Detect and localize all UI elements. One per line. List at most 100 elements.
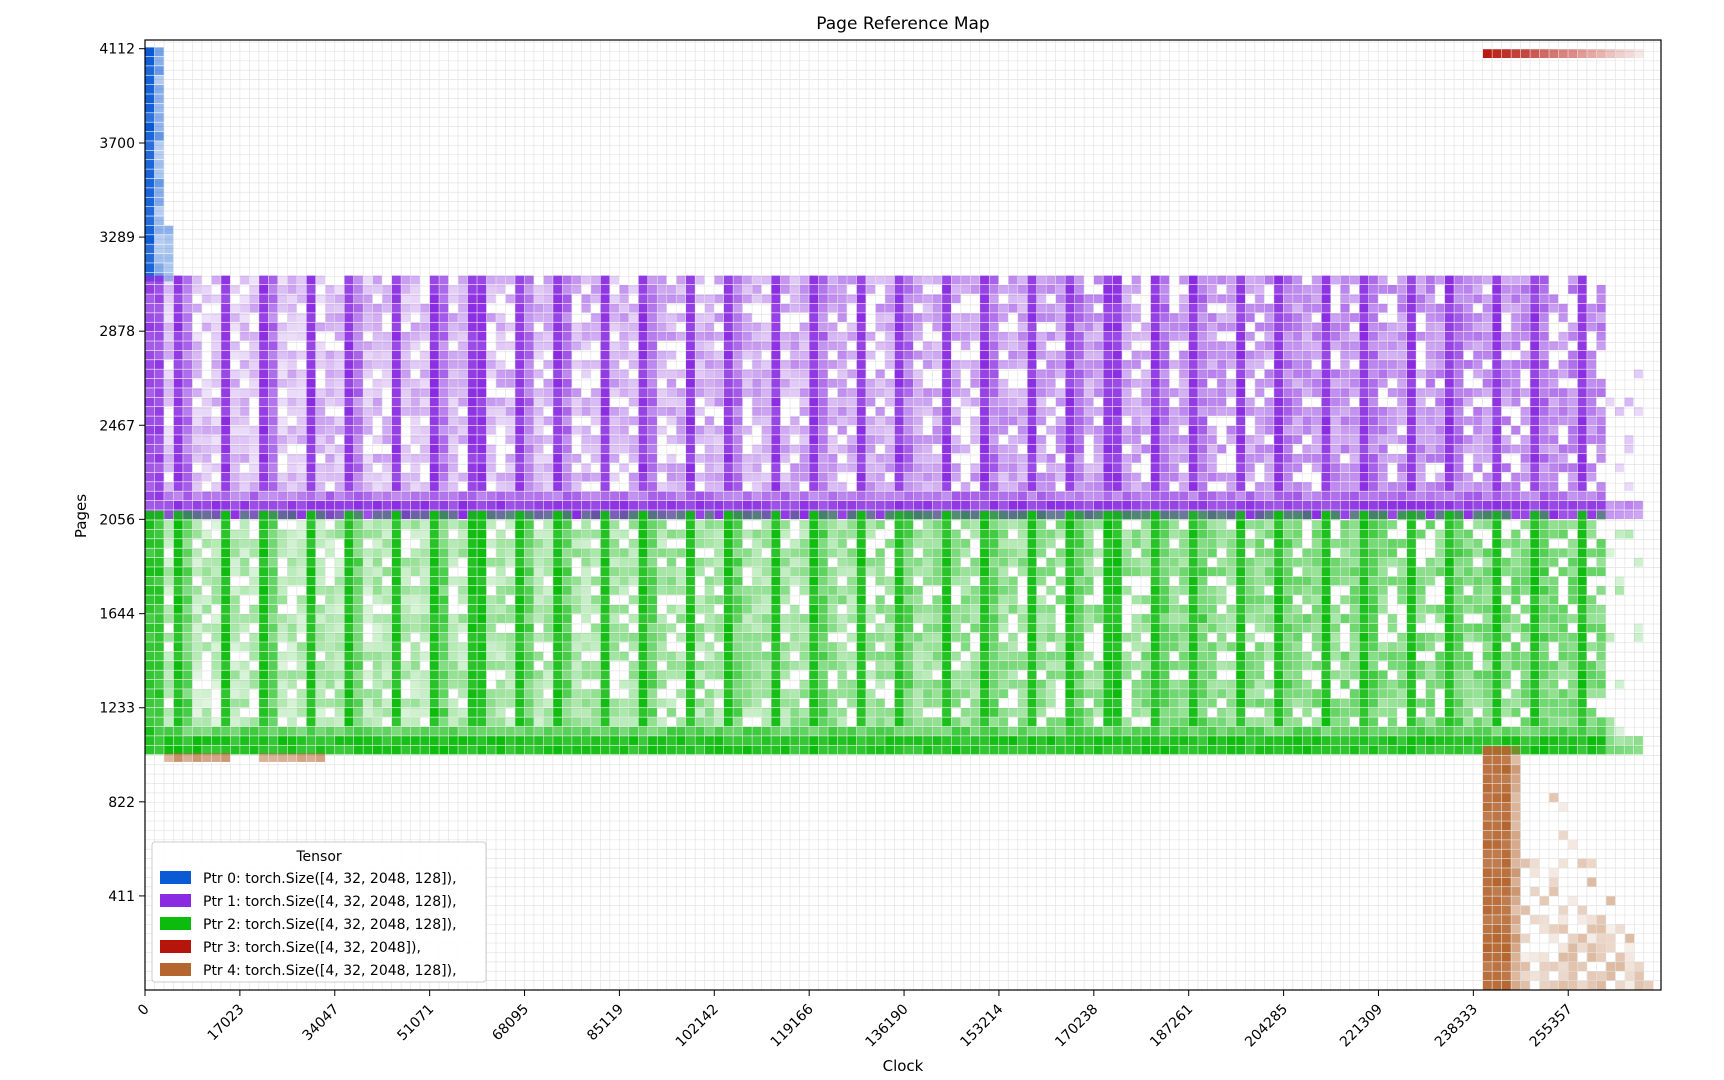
heatmap-cell-ptr-1 (1198, 294, 1208, 304)
heatmap-cell-ptr-2 (316, 670, 325, 680)
heatmap-cell-ptr-1 (344, 397, 354, 407)
heatmap-cell-ptr-1 (1179, 482, 1189, 491)
heatmap-cell-ptr-1 (1264, 313, 1274, 322)
heatmap-cell-ptr-2 (297, 623, 306, 633)
heatmap-cell-ptr-2 (344, 614, 354, 623)
heatmap-cell-ptr-1 (1397, 397, 1407, 407)
heatmap-cell-ptr-1 (856, 313, 866, 322)
heatmap-cell-ptr-1 (1321, 472, 1331, 482)
heatmap-cell-ptr-1 (1387, 491, 1397, 501)
heatmap-cell-ptr-1 (961, 313, 970, 322)
heatmap-cell-ptr-1 (989, 416, 999, 426)
heatmap-cell-ptr-2 (467, 726, 477, 736)
heatmap-cell-ptr-1 (875, 435, 885, 444)
heatmap-cell-ptr-2 (458, 548, 468, 558)
heatmap-cell-ptr-2 (619, 529, 629, 539)
heatmap-cell-ptr-1 (1264, 341, 1274, 351)
heatmap-cell-ptr-2 (249, 586, 259, 595)
heatmap-cell-ptr-2 (154, 520, 164, 530)
heatmap-cell-ptr-1 (173, 341, 183, 351)
heatmap-cell-ptr-1 (192, 407, 202, 416)
heatmap-cell-ptr-1 (1369, 491, 1378, 501)
heatmap-cell-ptr-1 (401, 285, 411, 294)
heatmap-cell-ptr-1 (1027, 453, 1037, 463)
heatmap-cell-ptr-1 (1055, 388, 1065, 398)
heatmap-cell-ptr-1 (515, 425, 525, 435)
heatmap-cell-ptr-2 (363, 717, 373, 727)
heatmap-cell-ptr-1 (638, 313, 648, 322)
heatmap-cell-ptr-2 (173, 614, 183, 623)
heatmap-cell-ptr-1 (1150, 313, 1160, 322)
heatmap-cell-ptr-2 (173, 651, 183, 661)
heatmap-cell-ptr-1 (1103, 378, 1113, 388)
heatmap-cell-ptr-1 (439, 322, 449, 332)
heatmap-cell-ptr-1 (1511, 482, 1521, 491)
heatmap-cell-ptr-1 (1387, 416, 1397, 426)
heatmap-cell-ptr-1 (799, 322, 809, 332)
heatmap-cell-ptr-2 (534, 557, 544, 567)
heatmap-cell-ptr-1 (809, 294, 819, 304)
heatmap-cell-ptr-1 (259, 463, 269, 473)
heatmap-cell-ptr-1 (799, 360, 809, 369)
heatmap-cell-ptr-2 (297, 726, 306, 736)
heatmap-cell-ptr-1 (695, 491, 705, 501)
heatmap-cell-ptr-1 (1055, 331, 1065, 341)
heatmap-cell-ptr-1 (1587, 435, 1597, 444)
heatmap-cell-ptr-1 (1492, 482, 1502, 491)
heatmap-cell-ptr-2 (581, 576, 591, 586)
heatmap-cell-ptr-1 (505, 407, 515, 416)
heatmap-cell-ptr-1 (619, 463, 629, 473)
heatmap-cell-ptr-1 (192, 472, 202, 482)
heatmap-cell-ptr-1 (723, 313, 733, 322)
heatmap-cell-ptr-1 (1160, 285, 1170, 294)
heatmap-cell-ptr-1 (1387, 341, 1397, 351)
heatmap-cell-ptr-1 (173, 378, 183, 388)
heatmap-cell-ptr-2 (145, 661, 155, 670)
heatmap-cell-ptr-1 (1321, 388, 1331, 398)
heatmap-cell-ptr-2 (439, 529, 449, 539)
heatmap-cell-ptr-2 (619, 510, 629, 520)
heatmap-cell-ptr-1 (885, 444, 895, 454)
heatmap-cell-ptr-1 (1520, 294, 1530, 304)
heatmap-cell-ptr-2 (202, 623, 212, 633)
heatmap-cell-ptr-1 (1018, 303, 1027, 313)
heatmap-cell-ptr-2 (183, 557, 193, 567)
heatmap-cell-ptr-2 (543, 661, 553, 670)
heatmap-cell-ptr-1 (458, 388, 468, 398)
heatmap-cell-ptr-1 (581, 294, 591, 304)
heatmap-cell-ptr-2 (249, 717, 259, 727)
heatmap-cell-ptr-1 (714, 313, 724, 322)
heatmap-cell-ptr-1 (287, 435, 297, 444)
heatmap-cell-ptr-1 (391, 435, 401, 444)
heatmap-cell-ptr-1 (306, 322, 316, 332)
heatmap-cell-ptr-1 (164, 369, 174, 379)
heatmap-cell-ptr-2 (211, 726, 221, 736)
heatmap-cell-ptr-2 (562, 539, 572, 548)
heatmap-cell-ptr-1 (686, 275, 695, 285)
heatmap-cell-ptr-1 (733, 500, 743, 510)
heatmap-cell-ptr-2 (353, 726, 363, 736)
heatmap-cell-ptr-2 (477, 670, 487, 680)
heatmap-cell-ptr-2 (648, 689, 657, 699)
heatmap-cell-ptr-1 (714, 378, 724, 388)
heatmap-cell-ptr-1 (543, 360, 553, 369)
heatmap-cell-ptr-1 (543, 341, 553, 351)
heatmap-cell-ptr-1 (1236, 435, 1246, 444)
heatmap-cell-ptr-1 (1141, 369, 1151, 379)
heatmap-cell-ptr-2 (401, 576, 411, 586)
heatmap-cell-ptr-1 (1463, 510, 1473, 520)
heatmap-cell-ptr-1 (164, 285, 174, 294)
heatmap-cell-ptr-2 (259, 661, 269, 670)
heatmap-cell-ptr-2 (230, 567, 240, 577)
heatmap-cell-ptr-1 (1084, 416, 1094, 426)
heatmap-cell-ptr-1 (553, 369, 563, 379)
heatmap-cell-ptr-2 (297, 520, 306, 530)
heatmap-cell-ptr-1 (1350, 331, 1359, 341)
heatmap-cell-ptr-2 (259, 698, 269, 708)
heatmap-cell-ptr-1 (562, 397, 572, 407)
heatmap-cell-ptr-2 (325, 539, 335, 548)
heatmap-cell-ptr-2 (638, 642, 648, 652)
heatmap-cell-ptr-1 (1103, 482, 1113, 491)
heatmap-cell-ptr-1 (382, 350, 392, 360)
heatmap-cell-ptr-2 (467, 651, 477, 661)
